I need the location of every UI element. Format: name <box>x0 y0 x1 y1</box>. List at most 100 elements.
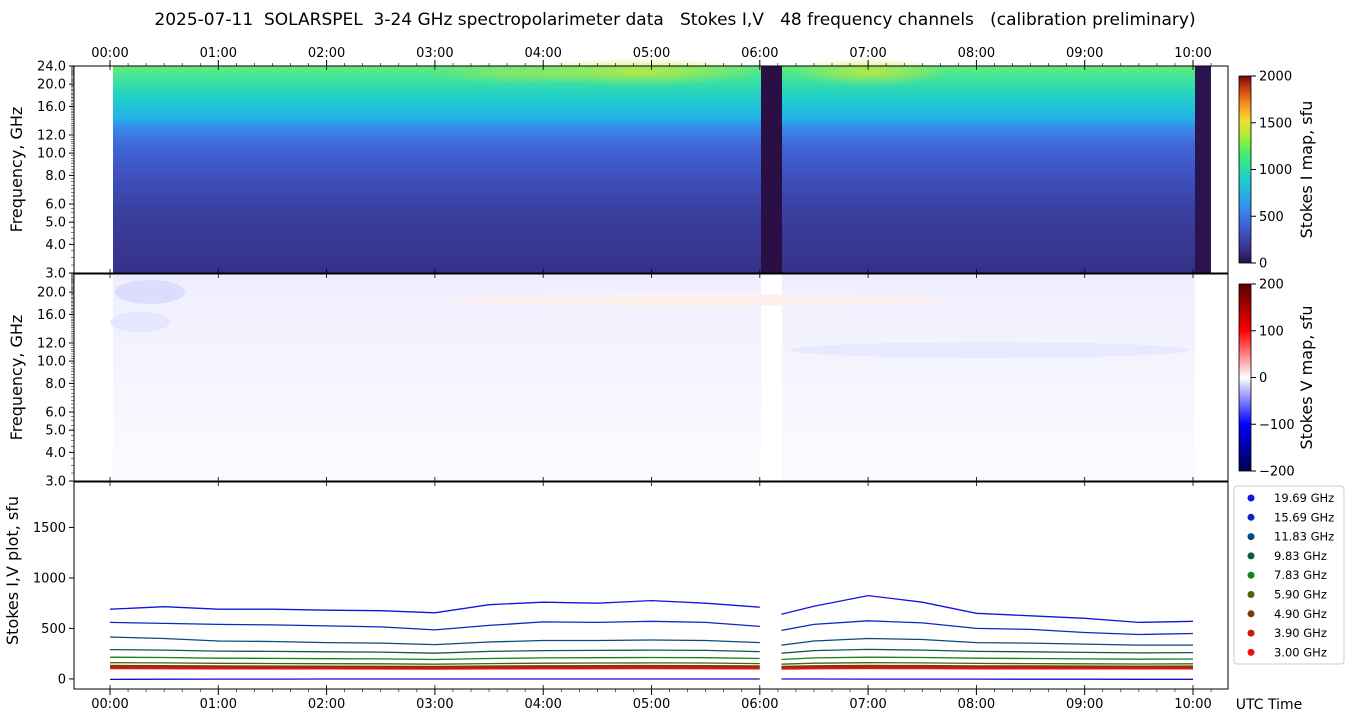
stokes-i-ytick-label: 4.0 <box>45 238 66 253</box>
bottom-time-tick-label: 07:00 <box>849 697 886 712</box>
series-line-11-83-GHz <box>781 637 1193 646</box>
series-line-9-83-GHz <box>109 648 760 654</box>
stokes-i-ytick-label: 16.0 <box>37 100 66 115</box>
stokes-i-colorbar-tick-label: 500 <box>1259 210 1284 225</box>
series-line-4-90-GHz <box>109 664 760 669</box>
series-line-3-00-GHz <box>109 667 760 670</box>
bottom-time-tick-label: 06:00 <box>741 697 778 712</box>
series-line-9-83-GHz <box>781 648 1194 654</box>
stokes-v-panel <box>73 273 1229 482</box>
top-time-tick-label: 06:00 <box>741 46 778 61</box>
bottom-time-tick-label: 02:00 <box>308 697 345 712</box>
legend-label: 11.83 GHz <box>1274 530 1334 544</box>
legend-marker <box>1247 571 1255 579</box>
stokes-v-ytick-label: 6.0 <box>45 406 66 421</box>
legend-label: 9.83 GHz <box>1274 549 1327 563</box>
stokes-i-gap-0600 <box>761 66 782 273</box>
legend-marker <box>1247 513 1255 521</box>
stokes-v-ytick-label: 12.0 <box>37 337 66 352</box>
legend-label: 19.69 GHz <box>1274 491 1334 505</box>
bottom-time-tick-label: 08:00 <box>958 697 995 712</box>
stokes-iv-line-panel <box>73 481 1229 690</box>
stokes-i-colorbar-tick-label: 1000 <box>1259 163 1292 178</box>
series-line-5-90-GHz <box>781 662 1194 665</box>
stokes-v-colorbar-tick-label: 200 <box>1259 278 1284 293</box>
stokes-v-spectrum-segment-2 <box>782 274 1195 481</box>
stokes-i-ytick-label: 20.0 <box>37 78 66 93</box>
line-plot-ytick-label: 1000 <box>33 571 66 586</box>
stokes-v-ylabel: Frequency, GHz <box>7 315 26 441</box>
stokes-i-ylabel: Frequency, GHz <box>7 107 26 233</box>
legend-label: 5.90 GHz <box>1274 588 1327 602</box>
stokes-i-ytick-label: 8.0 <box>45 169 66 184</box>
series-line-15-69-GHz <box>781 620 1194 636</box>
stokes-i-ytick-label: 10.0 <box>37 147 66 162</box>
stokes-i-ytick-label: 12.0 <box>37 129 66 144</box>
stokes-i-gap-1000 <box>1195 66 1211 273</box>
bottom-time-tick-label: 03:00 <box>416 697 453 712</box>
legend-marker <box>1247 610 1255 618</box>
bottom-time-tick-label: 10:00 <box>1174 697 1211 712</box>
legend-marker <box>1247 591 1255 598</box>
legend-marker <box>1247 552 1255 560</box>
stokes-v-colorbar-tick-label: −200 <box>1259 465 1295 480</box>
bottom-time-tick-label: 05:00 <box>633 697 670 712</box>
legend-marker <box>1247 629 1255 637</box>
series-line-4-90-GHz <box>781 664 1194 669</box>
legend: 19.69 GHz 15.69 GHz 11.83 GHz 9.83 GHz 7.83 … <box>1233 485 1345 665</box>
series-line-11-83-GHz <box>109 636 760 646</box>
top-time-tick-label: 01:00 <box>200 46 237 61</box>
legend-label: 15.69 GHz <box>1274 510 1334 524</box>
series-line-15-69-GHz <box>109 620 760 631</box>
stokes-v-ytick-label: 10.0 <box>37 355 66 370</box>
x-axis-label: UTC Time <box>1236 697 1302 713</box>
stokes-v-ytick-label: 3.0 <box>45 475 66 490</box>
stokes-i-ytick-label: 5.0 <box>45 216 66 231</box>
legend-marker <box>1247 648 1255 656</box>
series-line-7-83-GHz <box>781 656 1194 661</box>
stokes-v-colorbar-label: Stokes V map, sfu <box>1297 305 1316 449</box>
series-line-19-69-GHz <box>781 594 1194 624</box>
line-plot-ytick-label: 0 <box>58 672 66 687</box>
stokes-i-colorbar-tick-label: 0 <box>1259 257 1267 272</box>
stokes-i-colorbar-label: Stokes I map, sfu <box>1297 101 1316 239</box>
stokes-v-ytick-label: 8.0 <box>45 377 66 392</box>
bottom-time-tick-label: 01:00 <box>200 697 237 712</box>
series-line-3-00-GHz <box>781 667 1193 670</box>
top-time-tick-label: 08:00 <box>958 46 995 61</box>
stokes-v-colorbar-tick-label: −100 <box>1259 418 1295 433</box>
stokes-v-colorbar-tick-label: 0 <box>1259 371 1267 386</box>
stokes-v-colorbar <box>1238 283 1252 472</box>
stokes-i-colorbar-tick-label: 2000 <box>1259 70 1292 85</box>
line-plot-ylabel: Stokes I,V plot, sfu <box>3 496 22 645</box>
top-time-tick-label: 05:00 <box>633 46 670 61</box>
top-time-tick-label: 04:00 <box>524 46 561 61</box>
top-time-tick-label: 03:00 <box>416 46 453 61</box>
stokes-v-ytick-label: 20.0 <box>37 286 66 301</box>
legend-marker <box>1247 494 1255 502</box>
top-time-tick-label: 09:00 <box>1066 46 1103 61</box>
line-plot-ytick-label: 1500 <box>33 521 66 536</box>
series-line-19-69-GHz <box>109 599 760 614</box>
top-time-tick-label: 00:00 <box>91 46 128 61</box>
line-plot-ytick-label: 500 <box>41 622 66 637</box>
stokes-i-spectrum-segment-1 <box>113 66 761 273</box>
series-line-3-90-GHz <box>109 666 760 669</box>
stokes-v-ytick-label: 16.0 <box>37 308 66 323</box>
stokes-i-panel <box>73 58 1229 274</box>
bottom-time-tick-label: 04:00 <box>524 697 561 712</box>
legend-label: 7.83 GHz <box>1274 568 1327 582</box>
top-time-tick-label: 02:00 <box>308 46 345 61</box>
stokes-i-ytick-label: 3.0 <box>45 267 66 282</box>
legend-marker <box>1247 533 1255 541</box>
stokes-i-colorbar <box>1238 75 1252 264</box>
top-time-tick-label: 07:00 <box>849 46 886 61</box>
legend-label: 3.90 GHz <box>1274 626 1327 640</box>
stokes-i-spectrum-segment-2 <box>782 66 1195 273</box>
figure-title: 2025-07-11 SOLARSPEL 3-24 GHz spectropol… <box>154 10 1196 30</box>
legend-label: 3.00 GHz <box>1274 645 1327 659</box>
top-time-tick-label: 10:00 <box>1174 46 1211 61</box>
bottom-time-tick-label: 09:00 <box>1066 697 1103 712</box>
stokes-v-colorbar-tick-label: 100 <box>1259 324 1284 339</box>
